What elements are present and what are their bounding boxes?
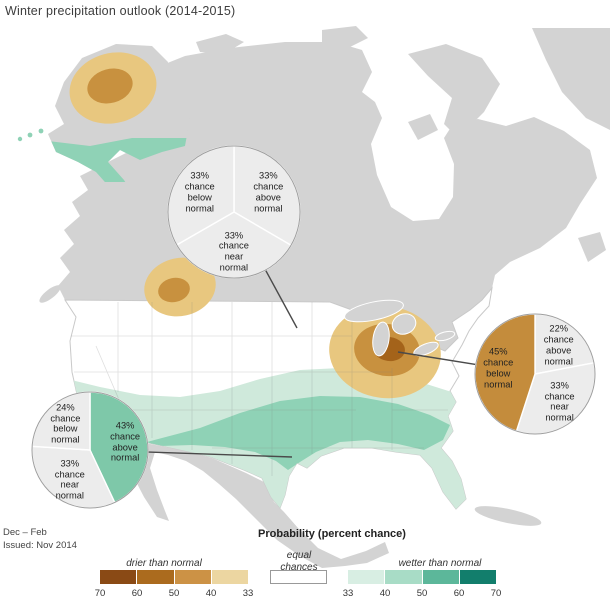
page-title: Winter precipitation outlook (2014-2015) [5, 4, 236, 18]
legend-color-box [422, 570, 460, 584]
lake-superior [344, 299, 404, 323]
legend-color-box [211, 570, 248, 584]
drier-than-normal-label: drier than normal [126, 558, 202, 569]
legend-color-box [100, 570, 138, 584]
greenland [532, 28, 610, 130]
pie-chart-southern [31, 391, 149, 509]
legend-tick-label: 70 [94, 588, 106, 599]
legend-color-box [348, 570, 386, 584]
arctic-island [322, 26, 368, 50]
arctic-island [196, 34, 244, 54]
lake-ontario [434, 330, 456, 342]
aleutian-island [17, 136, 23, 142]
baffin-island [408, 44, 500, 138]
drier-scale-ticks: 70 60 50 40 33 [95, 588, 254, 600]
equal-chances-label: equal chances [280, 550, 318, 573]
period-label: Dec – Feb [3, 527, 47, 538]
aleutian-island [27, 132, 33, 138]
newfoundland [578, 232, 606, 262]
aleutian-island [38, 128, 44, 134]
wetter-than-normal-label: wetter than normal [398, 558, 482, 569]
pie-chart-equal-chances [167, 145, 301, 279]
pie-chart-great-lakes [474, 313, 596, 435]
legend-tick-label: 50 [168, 588, 180, 599]
legend-tick-label: 60 [131, 588, 143, 599]
lake-huron [391, 313, 417, 335]
cuba [474, 506, 542, 526]
northwest-drier-inner [158, 277, 190, 303]
mexico-landmass [98, 432, 389, 568]
issued-label: Issued: Nov 2014 [3, 540, 77, 551]
legend-tick-label: 33 [242, 588, 254, 599]
legend-color-box [174, 570, 212, 584]
legend-tick-label: 60 [453, 588, 465, 599]
equal-chances-box [270, 570, 327, 584]
pie-outline [31, 391, 149, 509]
legend-tick-label: 40 [379, 588, 391, 599]
pie-outline [167, 145, 301, 279]
arctic-island [258, 46, 310, 72]
wetter-region-inner [128, 396, 450, 470]
legend-tick-label: 50 [416, 588, 428, 599]
legend-title: Probability (percent chance) [258, 528, 406, 540]
wetter-color-scale [348, 570, 496, 584]
state-borders [70, 302, 448, 476]
northwest-drier-region [144, 257, 216, 317]
wetter-scale-ticks: 33 40 50 60 70 [343, 588, 502, 600]
legend-tick-label: 70 [490, 588, 502, 599]
drier-color-scale [100, 570, 248, 584]
alaska-drier-region-inner [87, 68, 133, 104]
lake-michigan [372, 321, 390, 357]
legend-color-box [137, 570, 175, 584]
legend-tick-label: 40 [205, 588, 217, 599]
vancouver-island [39, 285, 61, 303]
pie-outline [474, 313, 596, 435]
legend-color-box [459, 570, 496, 584]
legend-color-box [385, 570, 423, 584]
southampton-island [408, 114, 438, 140]
pie-slice [31, 391, 91, 451]
legend-tick-label: 33 [342, 588, 354, 599]
